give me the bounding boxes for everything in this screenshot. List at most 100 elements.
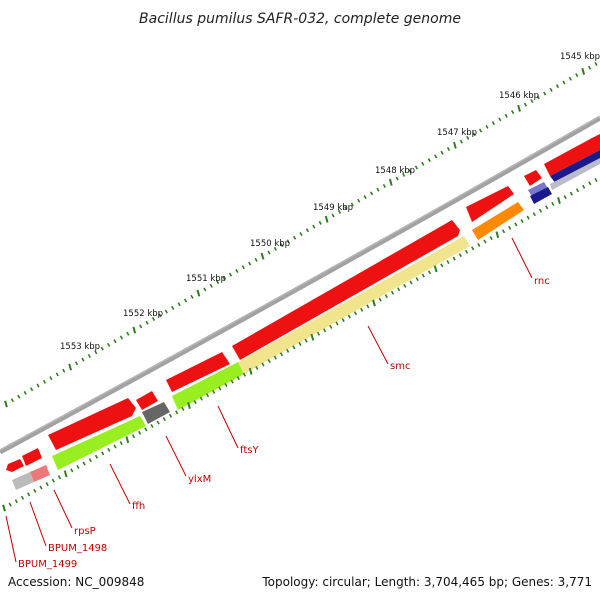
- leader-ylxm: [165, 435, 187, 477]
- tick-mark: [372, 299, 376, 307]
- tick-mark: [453, 141, 457, 149]
- tick-mark: [318, 220, 322, 225]
- tick-mark: [562, 80, 566, 85]
- tick-mark: [132, 326, 137, 334]
- tick-mark: [162, 417, 166, 422]
- scale-label-1548: 1548 kbp: [375, 166, 415, 176]
- cds-arrow[interactable]: [524, 170, 542, 186]
- gene-label-rnc[interactable]: rnc: [534, 276, 550, 287]
- tick-mark: [409, 280, 413, 285]
- tick-mark: [107, 447, 111, 452]
- scale-label-1551: 1551 kbp: [186, 274, 226, 284]
- genome-backbone-highlight: [0, 115, 600, 451]
- gene-bar-bpum1499[interactable]: [12, 472, 34, 490]
- tick-mark: [190, 294, 194, 299]
- tick-mark: [594, 178, 598, 182]
- tick-mark: [440, 150, 444, 155]
- gene-bar-rpsp[interactable]: [30, 465, 50, 482]
- tick-mark: [203, 287, 207, 292]
- tick-mark: [183, 298, 188, 303]
- scale-label-1546: 1546 kbp: [499, 91, 539, 101]
- gene-label-smc[interactable]: smc: [390, 361, 410, 372]
- cds-arrow[interactable]: [136, 391, 158, 410]
- gene-bar-smc[interactable]: [238, 236, 470, 374]
- tick-mark: [4, 400, 8, 408]
- tick-mark: [205, 393, 210, 398]
- cds-arrow[interactable]: [22, 448, 42, 466]
- gene-label-ftsy[interactable]: ftsY: [240, 445, 259, 456]
- tick-mark: [369, 191, 374, 196]
- tick-mark: [139, 324, 143, 329]
- gene-label-bpum1498[interactable]: BPUM_1498: [48, 543, 107, 554]
- tick-mark: [477, 242, 481, 247]
- tick-mark: [434, 154, 438, 159]
- tick-mark: [452, 256, 456, 261]
- tick-mark: [181, 406, 185, 411]
- gene-bar-grey[interactable]: [550, 158, 600, 190]
- tick-mark: [312, 224, 316, 229]
- tick-mark: [286, 348, 290, 353]
- tick-mark: [414, 165, 419, 170]
- gene-bar-ftsy[interactable]: [172, 362, 244, 410]
- tick-mark: [543, 91, 547, 96]
- tick-mark: [286, 239, 290, 244]
- tick-mark: [555, 84, 560, 89]
- cds-arrow[interactable]: [544, 134, 600, 176]
- tick-mark: [491, 121, 495, 126]
- tick-mark: [144, 427, 148, 432]
- scale-label-1547: 1547 kbp: [437, 128, 477, 138]
- tick-mark: [20, 495, 25, 500]
- tick-mark: [17, 394, 21, 399]
- gene-label-rpsp[interactable]: rpsP: [74, 526, 96, 537]
- tick-mark: [175, 410, 179, 415]
- tick-mark: [235, 268, 239, 273]
- tick-mark: [532, 212, 536, 217]
- tick-mark: [549, 87, 553, 92]
- cds-arrow[interactable]: [232, 220, 460, 360]
- gene-label-bpum1499[interactable]: BPUM_1499: [18, 559, 77, 570]
- gene-bar-navy[interactable]: [550, 150, 600, 184]
- tick-mark: [280, 243, 284, 248]
- tick-mark: [433, 265, 438, 273]
- cds-arrow[interactable]: [6, 459, 24, 472]
- cds-arrow[interactable]: [48, 398, 136, 450]
- tick-mark: [30, 387, 34, 392]
- tick-mark: [273, 246, 277, 251]
- tick-mark: [70, 468, 74, 473]
- tick-mark: [459, 139, 463, 144]
- tick-mark: [187, 402, 191, 409]
- gene-labels: rnc smc ftsY ylxM ffh rpsP BPUM_1498 BPU…: [18, 276, 550, 570]
- tick-mark: [125, 436, 130, 444]
- gene-bar-ylxm[interactable]: [142, 402, 170, 424]
- cds-arrow[interactable]: [166, 352, 230, 392]
- tick-mark: [68, 363, 72, 371]
- tick-mark: [267, 359, 271, 364]
- gene-bar-navy[interactable]: [530, 187, 552, 204]
- tick-mark: [224, 383, 228, 387]
- tick-mark: [33, 488, 37, 493]
- tick-mark: [569, 191, 573, 196]
- tick-mark: [427, 158, 431, 163]
- tick-mark: [446, 260, 450, 264]
- gene-label-ylxm[interactable]: ylxM: [188, 474, 211, 485]
- tick-mark: [39, 485, 43, 490]
- tick-mark: [254, 257, 258, 262]
- tick-mark: [171, 305, 175, 310]
- leader-rpsp: [53, 489, 73, 529]
- tick-mark: [421, 273, 425, 278]
- gene-bar-ffh[interactable]: [52, 416, 146, 470]
- tick-mark: [403, 283, 407, 288]
- tick-mark: [199, 396, 203, 401]
- tick-mark: [581, 67, 586, 75]
- tick-mark: [538, 208, 543, 213]
- tick-mark: [51, 478, 55, 483]
- tick-mark: [568, 76, 572, 81]
- tick-mark: [421, 161, 425, 166]
- leader-rnc: [511, 237, 533, 279]
- cds-arrow[interactable]: [466, 186, 514, 222]
- gene-track: [12, 150, 600, 490]
- gene-bar-rnc[interactable]: [472, 202, 524, 240]
- tick-mark: [517, 104, 521, 112]
- tick-mark: [261, 362, 265, 367]
- gene-label-ffh[interactable]: ffh: [132, 501, 145, 512]
